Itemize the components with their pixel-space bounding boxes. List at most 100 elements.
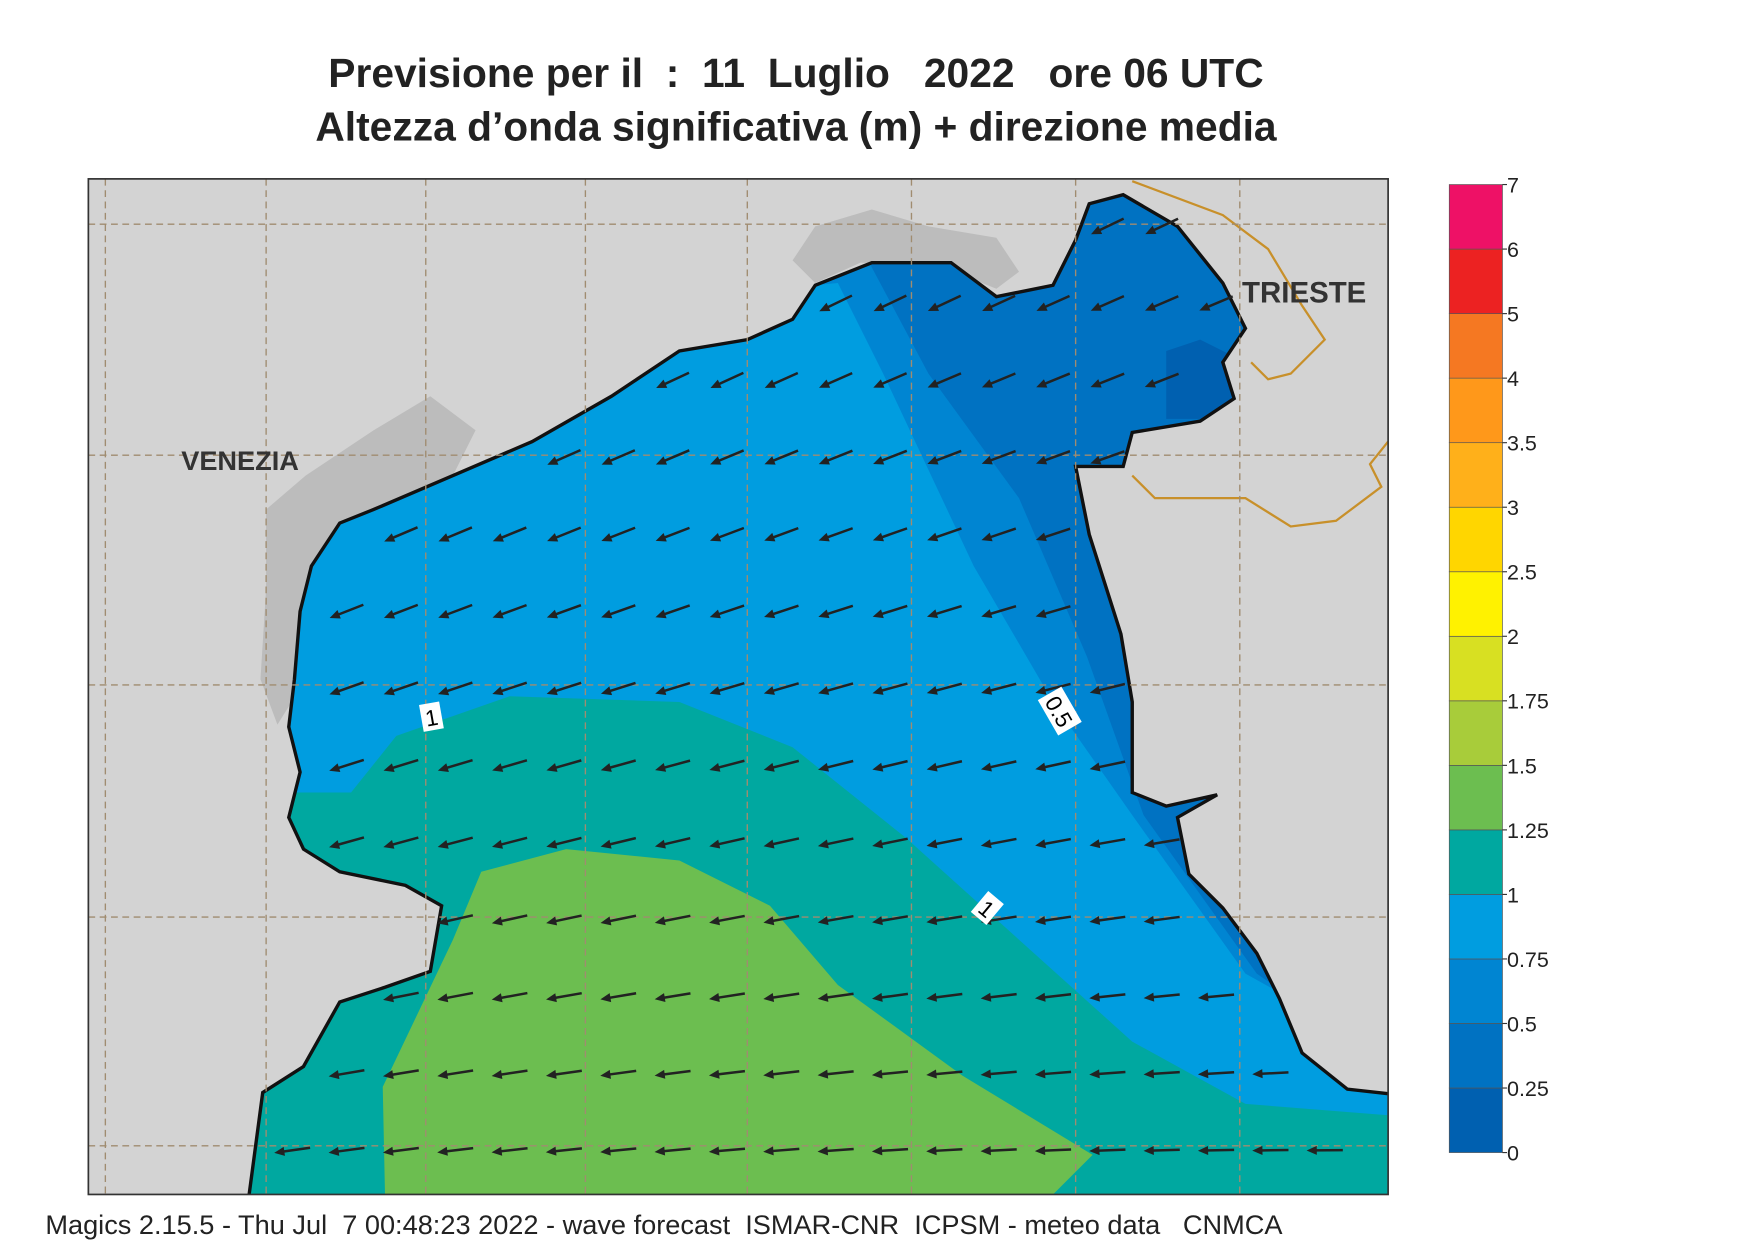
wave-direction-arrow: [824, 759, 854, 770]
arrow-head: [709, 839, 721, 849]
wave-direction-arrow: [715, 992, 746, 1000]
arrow-head: [927, 532, 939, 542]
wave-direction-arrow: [661, 759, 691, 770]
colorbar-swatch: [1448, 700, 1503, 766]
wave-direction-arrow: [716, 371, 744, 387]
wave-direction-arrow: [389, 758, 419, 770]
wave-direction-arrow: [1096, 450, 1125, 463]
wave-direction-arrow: [932, 1148, 963, 1153]
wave-direction-arrow: [933, 604, 962, 616]
wave-direction-arrow: [987, 294, 1016, 310]
arrow-head: [981, 455, 993, 465]
arrow-head: [872, 532, 884, 542]
wave-direction-arrow: [1258, 1071, 1289, 1076]
arrow-head: [872, 686, 884, 695]
wave-direction-arrow: [987, 915, 1017, 923]
arrow-head: [927, 379, 939, 388]
arrow-head: [491, 916, 503, 926]
arrow-head: [1035, 916, 1046, 925]
wave-direction-arrow: [878, 604, 908, 616]
wave-direction-arrow: [607, 604, 636, 617]
wave-direction-arrow: [932, 1070, 963, 1076]
wave-direction-arrow: [661, 449, 690, 463]
contour-label: 1: [419, 701, 444, 732]
arrow-head: [384, 533, 396, 542]
arrow-head: [873, 379, 885, 388]
wave-direction-arrow: [878, 449, 908, 463]
arrow-head: [982, 302, 994, 311]
wave-direction-arrow: [770, 682, 800, 693]
arrow-head: [1090, 302, 1102, 311]
wave-direction-arrow: [933, 449, 962, 463]
arrow-head: [1035, 685, 1047, 695]
colorbar-tick-label: 0.25: [1507, 1077, 1549, 1101]
wave-direction-arrow: [498, 526, 527, 540]
wave-direction-arrow: [1205, 295, 1234, 309]
arrow-head: [654, 916, 666, 926]
colorbar-tick-label: 0.75: [1507, 948, 1549, 972]
arrow-head: [926, 686, 938, 695]
colorbar-swatch: [1448, 829, 1503, 895]
colorbar-tick-label: 2: [1507, 625, 1519, 649]
wave-direction-arrow: [335, 836, 365, 847]
wave-direction-arrow: [770, 526, 799, 540]
wave-direction-arrow: [498, 914, 528, 923]
arrow-head: [1034, 992, 1046, 1002]
arrow-head: [926, 1069, 937, 1079]
arrow-head: [1036, 302, 1048, 311]
arrow-head: [383, 763, 395, 773]
wave-direction-arrow: [824, 604, 854, 617]
wave-direction-arrow: [1042, 372, 1071, 386]
wave-direction-arrow: [932, 760, 963, 770]
wave-direction-arrow: [280, 1146, 311, 1154]
wave-direction-arrow: [824, 371, 853, 387]
arrow-head: [545, 1146, 557, 1156]
wave-direction-arrow: [1095, 1070, 1126, 1076]
colorbar-swatch: [1448, 894, 1503, 960]
arrow-head: [1089, 762, 1101, 772]
wave-direction-arrow: [661, 526, 690, 540]
arrow-head: [600, 686, 613, 696]
arrow-head: [655, 686, 667, 696]
wave-direction-arrow: [389, 1146, 419, 1153]
wave-direction-arrow: [1095, 915, 1126, 923]
wave-direction-arrow: [1204, 1071, 1235, 1076]
wave-direction-arrow: [770, 371, 799, 387]
arrow-head: [438, 533, 450, 542]
arrow-head: [872, 609, 884, 619]
wave-direction-arrow: [606, 836, 637, 847]
arrow-head: [492, 533, 504, 542]
wave-direction-arrow: [552, 836, 582, 847]
wave-direction-arrow: [932, 915, 963, 923]
colorbar-swatch: [1448, 765, 1503, 831]
arrow-head: [437, 916, 449, 926]
wave-direction-arrow: [552, 914, 582, 923]
arrow-head: [546, 993, 557, 1003]
arrow-head: [1252, 1069, 1263, 1079]
arrow-head: [1143, 915, 1155, 925]
arrow-head: [492, 609, 504, 619]
arrow-head: [981, 685, 993, 695]
wave-direction-arrow: [987, 837, 1017, 846]
wave-direction-arrow: [498, 603, 527, 617]
arrow-head: [1090, 455, 1102, 465]
arrow-head: [1090, 379, 1102, 388]
arrow-head: [709, 532, 722, 542]
colorbar-tick-label: 3: [1507, 496, 1519, 520]
wave-direction-arrow: [1150, 295, 1179, 310]
arrow-head: [763, 686, 775, 695]
wave-direction-arrow: [389, 836, 419, 847]
arrow-head: [383, 993, 394, 1003]
label-bg: [419, 701, 444, 732]
coastline: [247, 192, 1389, 1195]
arrow-head: [710, 456, 722, 465]
arrow-head: [817, 839, 829, 849]
arrow-head: [546, 763, 558, 772]
wave-direction-arrow: [443, 991, 474, 1000]
arrow-head: [656, 379, 668, 389]
wave-direction-arrow: [1095, 837, 1126, 846]
arrow-head: [655, 609, 667, 619]
arrow-head: [872, 839, 884, 849]
arrow-head: [491, 839, 503, 849]
wave-direction-arrow: [987, 372, 1016, 386]
